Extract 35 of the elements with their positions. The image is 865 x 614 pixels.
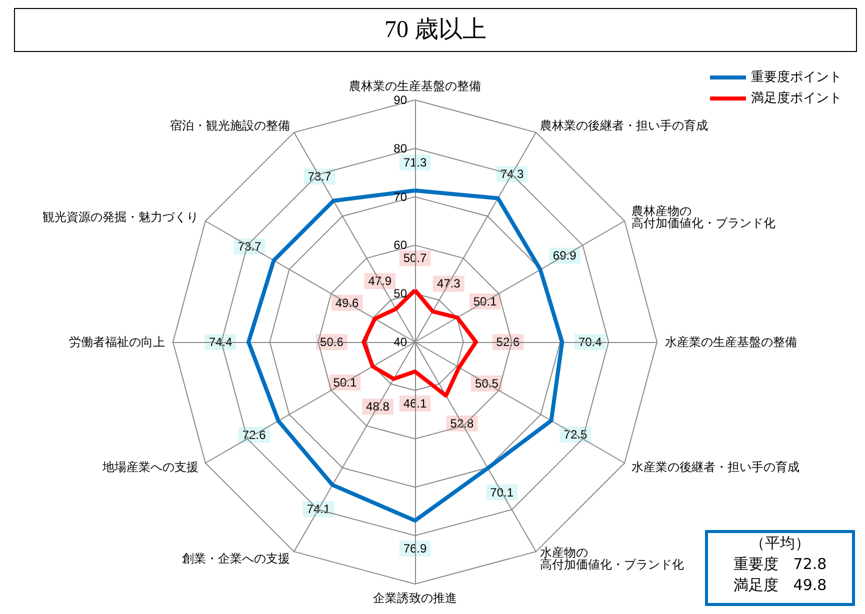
spoke-label: 水産業の後継者・担い手の育成: [632, 460, 800, 474]
spoke-label: 観光資源の発掘・魅力づくり: [42, 210, 198, 224]
spoke-label: 農林業の後継者・担い手の育成: [540, 118, 708, 132]
text: 重要度 72.8: [732, 554, 828, 575]
y-tick-label: 50: [394, 286, 408, 301]
spoke-label: 農林産物の高付加価値化・ブランド化: [632, 204, 776, 230]
text: 満足度 49.8: [732, 575, 828, 596]
y-tick-label: 80: [394, 141, 408, 156]
data-label: 50.5: [475, 376, 499, 390]
data-label: 47.3: [436, 276, 461, 291]
chart-title: 70 歳以上: [14, 8, 857, 52]
data-label: 49.6: [335, 296, 360, 310]
data-label: 50.1: [473, 294, 498, 309]
spoke-label: 農林業の生産基盤の整備: [349, 79, 481, 93]
data-label: 71.3: [403, 156, 427, 170]
y-tick-label: 90: [394, 93, 408, 107]
data-label: 69.9: [552, 248, 577, 263]
spoke-label: 企業誘致の推進: [373, 591, 457, 605]
y-tick-label: 40: [394, 335, 408, 349]
legend-label: 満足度ポイント: [751, 90, 842, 106]
data-label: 47.9: [368, 274, 392, 288]
y-tick-label: 70: [394, 190, 408, 204]
spoke-label: 宿泊・観光施設の整備: [170, 118, 290, 132]
text: （平均）: [749, 533, 811, 554]
data-label: 72.5: [564, 428, 588, 442]
spoke-label: 創業・企業への支援: [182, 552, 290, 566]
spoke-label: 水産業の生産基盤の整備: [665, 335, 797, 349]
data-label: 48.8: [366, 400, 390, 414]
y-tick-label: 60: [394, 238, 408, 252]
spoke-label: 水産物の高付加価値化・ブランド化: [540, 546, 684, 572]
spoke-label: 労働者福祉の向上: [69, 335, 165, 349]
data-label: 70.1: [490, 485, 514, 500]
spoke-label: 地場産業への支援: [101, 460, 198, 474]
legend-label: 重要度ポイント: [751, 69, 842, 85]
data-label: 50.1: [333, 375, 357, 390]
